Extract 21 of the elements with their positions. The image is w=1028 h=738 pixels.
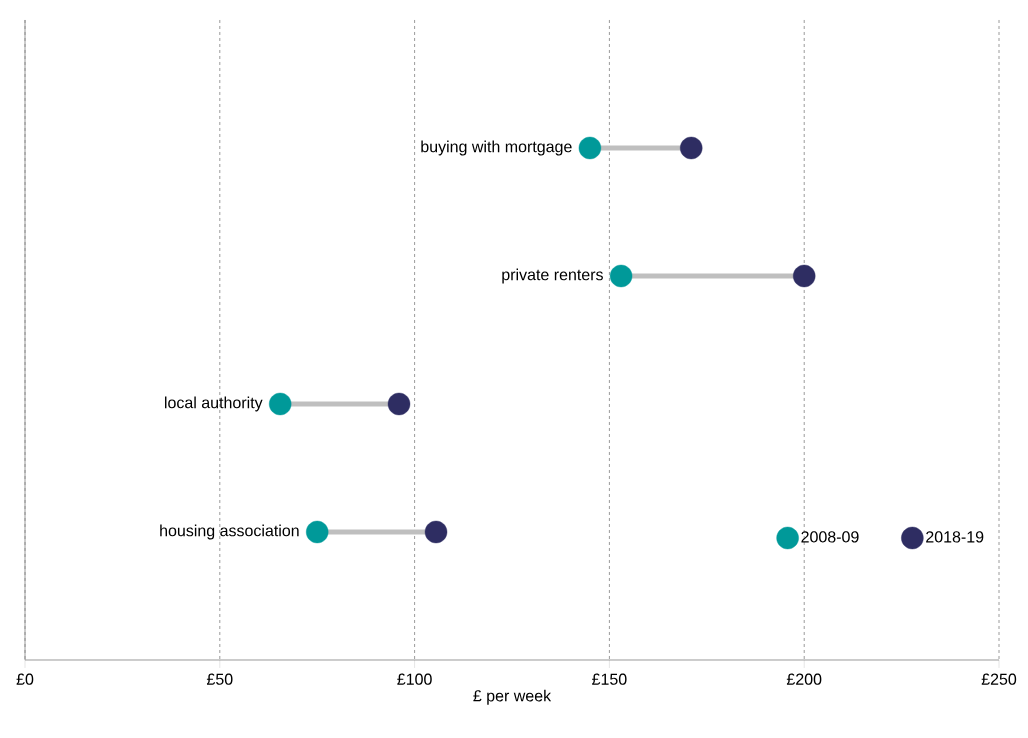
x-tick-label: £200 xyxy=(786,673,822,685)
point xyxy=(578,136,602,160)
point xyxy=(306,520,329,544)
legend-label: 2008-09 xyxy=(801,531,859,543)
y-tick-label: private renters xyxy=(502,268,603,284)
x-tick-label: £250 xyxy=(981,673,1017,685)
point xyxy=(387,392,411,416)
point xyxy=(680,136,703,160)
y-tick-label: housing association xyxy=(160,524,299,540)
y-tick-label: buying with mortgage xyxy=(421,140,572,156)
point xyxy=(269,392,292,416)
y-tick-label: local authority xyxy=(165,396,263,412)
x-tick-label: £100 xyxy=(397,673,432,685)
legend-label: 2018-19 xyxy=(926,531,984,543)
x-axis-title: £ per week xyxy=(473,689,552,705)
x-tick-label: £50 xyxy=(206,673,233,685)
x-tick-label: £0 xyxy=(16,673,34,685)
point xyxy=(793,264,816,288)
point xyxy=(424,520,448,544)
x-tick-label: £150 xyxy=(592,673,627,685)
point xyxy=(609,264,633,288)
